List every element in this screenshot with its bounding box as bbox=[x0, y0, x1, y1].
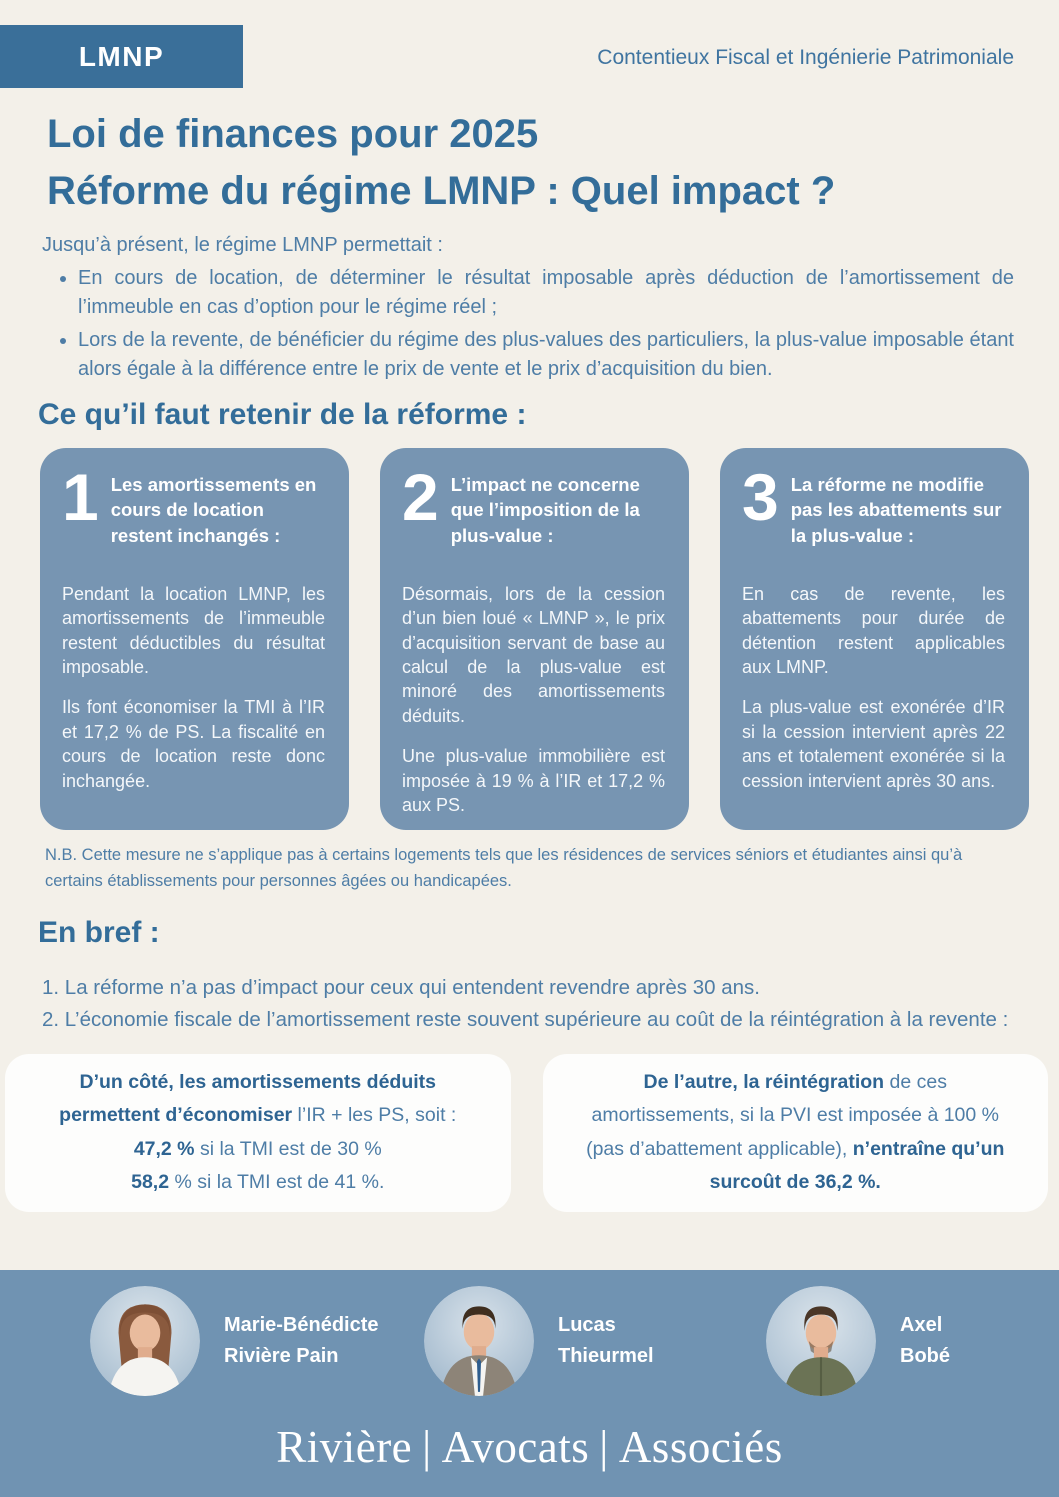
key-points-cards: 1 Les amortissements en cours de locatio… bbox=[40, 447, 1029, 830]
summary-items: 1. La réforme n’a pas d’impact pour ceux… bbox=[42, 972, 1014, 1036]
person-name-line2: Thieurmel bbox=[558, 1345, 654, 1367]
summary-item: 2. L’économie fiscale de l’amortissement… bbox=[42, 1008, 1009, 1032]
intro-lead: Jusqu’à présent, le régime LMNP permetta… bbox=[42, 233, 443, 256]
person-name: Marie-Bénédicte Rivière Pain bbox=[224, 1310, 379, 1372]
card-head: 3 La réforme ne modifie pas les abatteme… bbox=[742, 459, 1005, 566]
summary-card-left: D’un côté, les amortissements déduits pe… bbox=[5, 1053, 511, 1212]
person-name-line2: Rivière Pain bbox=[224, 1345, 339, 1367]
summary-card-left-line3: 58,2 % si la TMI est de 41 %. bbox=[131, 1171, 385, 1194]
person-name-line1: Lucas bbox=[558, 1314, 616, 1336]
person-name-line1: Axel bbox=[900, 1314, 943, 1336]
person-name: Axel Bobé bbox=[900, 1310, 950, 1372]
key-point-card-3: 3 La réforme ne modifie pas les abatteme… bbox=[720, 447, 1029, 830]
card-paragraph: Une plus-value immobilière est imposée à… bbox=[402, 746, 665, 816]
card-number: 1 bbox=[62, 459, 99, 534]
logo-separator: | bbox=[599, 1422, 609, 1472]
summary-card-right-text: De l’autre, la réintégration de ces amor… bbox=[586, 1070, 1005, 1194]
card-paragraph: En cas de revente, les abattements pour … bbox=[742, 583, 1005, 677]
intro-bullet: Lors de la revente, de bénéficier du rég… bbox=[78, 326, 1014, 384]
summary-item: 1. La réforme n’a pas d’impact pour ceux… bbox=[42, 976, 760, 1000]
card-title: Les amortissements en cours de location … bbox=[110, 473, 317, 546]
lmnp-badge: LMNP bbox=[0, 25, 243, 88]
summary-card-right: De l’autre, la réintégration de ces amor… bbox=[542, 1053, 1048, 1212]
intro-block: Jusqu’à présent, le régime LMNP permetta… bbox=[42, 230, 1014, 384]
card-head: 2 L’impact ne concerne que l’imposition … bbox=[402, 459, 665, 566]
summary-cards: D’un côté, les amortissements déduits pe… bbox=[5, 1053, 1048, 1212]
key-point-card-1: 1 Les amortissements en cours de locatio… bbox=[40, 447, 349, 830]
intro-bullet-list: En cours de location, de déterminer le r… bbox=[42, 264, 1014, 384]
person-axel: Axel Bobé bbox=[766, 1286, 950, 1396]
card-title: La réforme ne modifie pas les abattement… bbox=[790, 473, 1002, 546]
avatar-photo-woman bbox=[90, 1286, 200, 1396]
logo-separator: | bbox=[422, 1422, 432, 1472]
page-title: Loi de finances pour 2025 Réforme du rég… bbox=[0, 0, 1059, 220]
avatar-photo-man-green-shirt bbox=[766, 1286, 876, 1396]
firm-logo-part: Avocats bbox=[441, 1422, 590, 1472]
avatar-photo-man-suit bbox=[424, 1286, 534, 1396]
footer: Marie-Bénédicte Rivière Pain bbox=[0, 1270, 1059, 1497]
card-paragraph: Pendant la location LMNP, les amortissem… bbox=[62, 583, 325, 677]
card-number: 2 bbox=[402, 459, 439, 534]
key-points-heading: Ce qu’il faut retenir de la réforme : bbox=[38, 397, 527, 431]
header-tagline: Contentieux Fiscal et Ingénierie Patrimo… bbox=[597, 46, 1014, 69]
summary-card-left-line2: 47,2 % si la TMI est de 30 % bbox=[133, 1137, 382, 1160]
key-point-card-2: 2 L’impact ne concerne que l’imposition … bbox=[380, 447, 689, 830]
person-marie-benedicte: Marie-Bénédicte Rivière Pain bbox=[90, 1286, 379, 1396]
card-head: 1 Les amortissements en cours de locatio… bbox=[62, 459, 325, 566]
firm-logo-part: Associés bbox=[618, 1422, 783, 1472]
card-paragraph: Ils font économiser la TMI à l’IR et 17,… bbox=[62, 697, 325, 791]
person-lucas: Lucas Thieurmel bbox=[424, 1286, 654, 1396]
firm-logo: Rivière | Avocats | Associés bbox=[0, 1421, 1059, 1473]
intro-bullet: En cours de location, de déterminer le r… bbox=[78, 264, 1014, 322]
card-number: 3 bbox=[742, 459, 779, 534]
card-paragraph: Désormais, lors de la cession d’un bien … bbox=[402, 583, 665, 726]
person-name: Lucas Thieurmel bbox=[558, 1310, 654, 1372]
card-title: L’impact ne concerne que l’imposition de… bbox=[450, 473, 640, 546]
card-paragraph: La plus-value est exonérée d’IR si la ce… bbox=[742, 697, 1005, 791]
person-name-line1: Marie-Bénédicte bbox=[224, 1314, 379, 1336]
page-title-line1: Loi de finances pour 2025 bbox=[47, 112, 539, 156]
summary-card-left-line1: D’un côté, les amortissements déduits pe… bbox=[59, 1070, 457, 1127]
summary-heading: En bref : bbox=[38, 916, 160, 950]
firm-logo-part: Rivière bbox=[276, 1422, 413, 1472]
nb-note: N.B. Cette mesure ne s’applique pas à ce… bbox=[45, 845, 963, 890]
person-name-line2: Bobé bbox=[900, 1345, 950, 1367]
page-title-line2: Réforme du régime LMNP : Quel impact ? bbox=[47, 168, 836, 213]
